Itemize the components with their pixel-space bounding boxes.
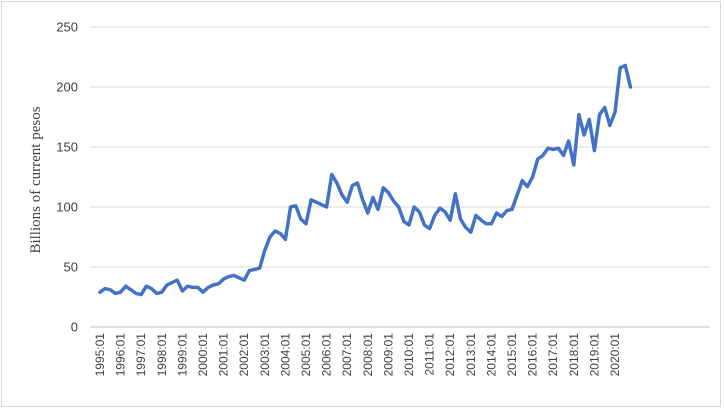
x-tick-label: 1997:01	[134, 333, 148, 377]
x-tick-label: 2002:01	[237, 333, 251, 377]
x-tick-label: 2005:01	[299, 333, 313, 377]
x-tick-label: 2010:01	[402, 333, 416, 377]
x-tick-label: 1995:01	[93, 333, 107, 377]
x-tick-label: 2000:01	[196, 333, 210, 377]
x-tick-label: 2020:01	[608, 333, 622, 377]
x-tick-label: 2006:01	[320, 333, 334, 377]
x-tick-label: 2001:01	[217, 333, 231, 377]
y-tick-label: 0	[71, 320, 78, 335]
series-line	[98, 63, 633, 297]
x-tick-label: 2003:01	[258, 333, 272, 377]
gridlines	[90, 26, 710, 268]
x-tick-label: 2011:01	[423, 333, 437, 376]
y-axis-ticks: 0 50 100 150 200 250	[56, 20, 78, 335]
x-tick-label: 2017:01	[546, 333, 560, 377]
x-tick-label: 1998:01	[155, 333, 169, 377]
x-tick-label: 2004:01	[278, 333, 292, 377]
x-tick-label: 2016:01	[526, 333, 540, 377]
x-tick-label: 2008:01	[361, 333, 375, 377]
x-tick-label: 2009:01	[381, 333, 395, 377]
x-tick-label: 2013:01	[464, 333, 478, 377]
y-tick-label: 100	[56, 200, 78, 215]
x-tick-label: 2014:01	[484, 333, 498, 377]
y-tick-label: 50	[64, 260, 78, 275]
x-tick-label: 2018:01	[567, 333, 581, 377]
x-axis-ticks: 1995:01 1996:01 1997:01 1998:01 1999:01 2000:…	[93, 333, 622, 377]
y-tick-label: 200	[56, 80, 78, 95]
x-tick-label: 1996:01	[114, 333, 128, 377]
y-axis-label: Billions of current pesos	[28, 106, 44, 253]
x-tick-label: 1999:01	[175, 333, 189, 377]
x-tick-label: 2012:01	[443, 333, 457, 377]
y-tick-label: 250	[56, 20, 78, 35]
y-tick-label: 150	[56, 140, 78, 155]
x-tick-label: 2019:01	[587, 333, 601, 377]
x-tick-label: 2015:01	[505, 333, 519, 377]
x-tick-label: 2007:01	[340, 333, 354, 377]
